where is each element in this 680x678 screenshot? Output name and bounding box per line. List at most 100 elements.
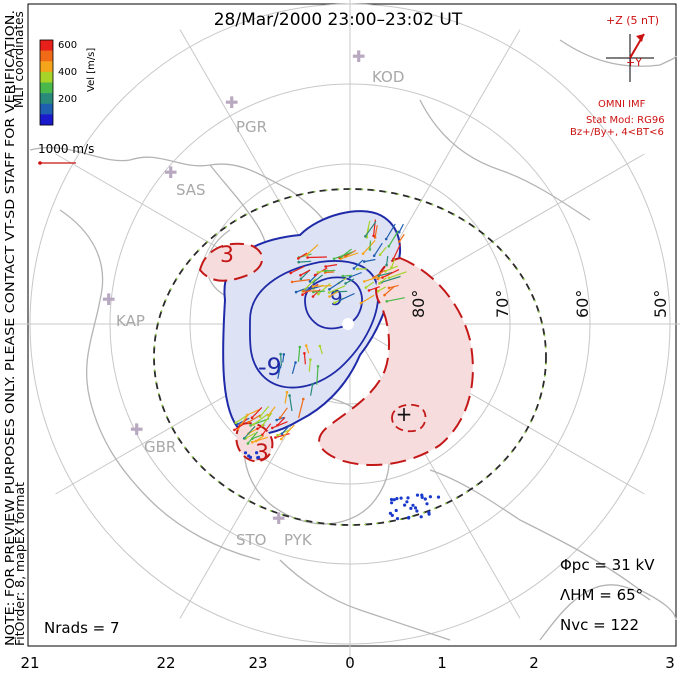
- velocity-vector-origin: [281, 432, 284, 435]
- vector-scale: 1000 m/s: [38, 142, 94, 165]
- velocity-vector-origin: [373, 254, 376, 257]
- station-icon-sto: ✚: [272, 509, 285, 528]
- velocity-vector: [325, 272, 334, 273]
- velocity-vector: [343, 275, 352, 276]
- colorbar-cell: [40, 61, 53, 72]
- velocity-vector-origin: [344, 282, 347, 285]
- velocity-vector-origin: [372, 235, 375, 238]
- colorbar-cell: [40, 40, 53, 51]
- colorbar-cell: [40, 104, 53, 115]
- mlt-tick-label: 22: [156, 654, 175, 672]
- velocity-vector-origin: [302, 290, 305, 293]
- velocity-vector-origin: [407, 516, 410, 519]
- velocity-vector-origin: [364, 235, 367, 238]
- velocity-vector-origin: [390, 266, 393, 269]
- velocity-vector-origin: [243, 437, 246, 440]
- velocity-vector-origin: [300, 278, 303, 281]
- imf-z-label: +Z (5 nT): [606, 14, 659, 27]
- station-sas: SAS ✚: [164, 163, 206, 199]
- mlt-tick-label: 2: [529, 654, 539, 672]
- station-label-kap: KAP: [116, 312, 145, 330]
- velocity-vector-origin: [309, 280, 312, 283]
- velocity-vector-origin: [388, 277, 391, 280]
- velocity-vector-origin: [424, 497, 427, 500]
- velocity-vector-origin: [299, 274, 302, 277]
- stat-model: Stat Mod: RG96: [586, 115, 665, 126]
- colorbar-tick-600: 600: [58, 40, 77, 51]
- velocity-vector-origin: [333, 258, 336, 261]
- velocity-vector-origin: [286, 391, 289, 394]
- velocity-vector-origin: [390, 501, 393, 504]
- velocity-vector-origin: [360, 302, 363, 305]
- velocity-vector-origin: [271, 427, 274, 430]
- velocity-vector-origin: [251, 441, 254, 444]
- velocity-vector-origin: [247, 454, 250, 457]
- velocity-vector: [370, 241, 371, 250]
- station-pgr: PGR ✚: [225, 93, 267, 136]
- velocity-vector-origin: [297, 257, 300, 260]
- velocity-vector: [281, 354, 282, 366]
- velocity-vector-origin: [244, 451, 247, 454]
- velocity-vector-origin: [395, 509, 398, 512]
- velocity-vector-origin: [328, 291, 331, 294]
- velocity-vector-origin: [306, 256, 309, 259]
- velocity-vector-origin: [280, 438, 283, 441]
- velocity-vector-origin: [303, 352, 306, 355]
- velocity-vector-origin: [319, 345, 322, 348]
- velocity-vector-origin: [363, 260, 366, 263]
- velocity-vector-origin: [425, 502, 428, 505]
- velocity-vector-origin: [429, 495, 432, 498]
- velocity-vector-origin: [363, 280, 366, 283]
- velocity-vector-origin: [377, 290, 380, 293]
- velocity-vector-origin: [233, 429, 236, 432]
- velocity-vector-origin: [381, 276, 384, 279]
- velocity-vector-origin: [385, 238, 388, 241]
- velocity-vector-origin: [288, 394, 291, 397]
- cross-polar-potential: Φpc = 31 kV: [560, 556, 655, 574]
- velocity-vector-origin: [274, 436, 277, 439]
- velocity-vector-origin: [299, 346, 302, 349]
- colorbar-cell: [40, 83, 53, 94]
- station-gbr: GBR ✚: [130, 420, 176, 456]
- velocity-vector-origin: [324, 265, 327, 268]
- station-label-gbr: GBR: [144, 438, 176, 456]
- latitude-label-70: 70°: [493, 290, 512, 318]
- mlt-tick-label: 23: [248, 654, 267, 672]
- station-icon-kod: ✚: [352, 47, 365, 66]
- velocity-vector-origin: [420, 515, 423, 518]
- velocity-vector-origin: [396, 517, 399, 520]
- colorbar-tick-400: 400: [58, 67, 77, 78]
- velocity-vector-origin: [406, 496, 409, 499]
- velocity-vector-origin: [379, 254, 382, 257]
- vector-count: Nvc = 122: [560, 616, 639, 634]
- velocity-vector-origin: [378, 282, 381, 285]
- velocity-vector-origin: [324, 270, 327, 273]
- velocity-vector-origin: [247, 421, 250, 424]
- velocity-vector-origin: [276, 434, 279, 437]
- velocity-vector-origin: [416, 494, 419, 497]
- velocity-vector-origin: [251, 437, 254, 440]
- station-sto: STO ✚: [236, 509, 285, 549]
- colorbar-tick-200: 200: [58, 94, 77, 105]
- velocity-vector: [308, 257, 327, 258]
- mlt-tick-label: 21: [20, 654, 39, 672]
- velocity-vector-origin: [383, 294, 386, 297]
- velocity-vector-origin: [317, 271, 320, 274]
- potential-max-marker: +: [396, 402, 413, 426]
- imf-condition: Bz+/By+, 4<BT<6: [570, 127, 664, 138]
- velocity-colorbar: 600 400 200 Vel [m/s] MLT coordinates: [12, 11, 97, 125]
- velocity-vector-origin: [328, 295, 331, 298]
- colorbar-cells: [40, 40, 53, 125]
- velocity-vector-origin: [256, 428, 259, 431]
- imf-indicator: +Z (5 nT) +Y OMNI IMF Stat Mod: RG96 Bz+…: [570, 14, 665, 138]
- velocity-vector-origin: [312, 295, 315, 298]
- velocity-vector-origin: [389, 512, 392, 515]
- velocity-vector-origin: [289, 272, 292, 275]
- velocity-vector-origin: [388, 245, 391, 248]
- velocity-vector-origin: [235, 421, 238, 424]
- velocity-vector-origin: [398, 231, 401, 234]
- station-icon-sas: ✚: [164, 163, 177, 182]
- velocity-vector-origin: [398, 240, 401, 243]
- velocity-vector-origin: [275, 419, 278, 422]
- velocity-vector-origin: [411, 504, 414, 507]
